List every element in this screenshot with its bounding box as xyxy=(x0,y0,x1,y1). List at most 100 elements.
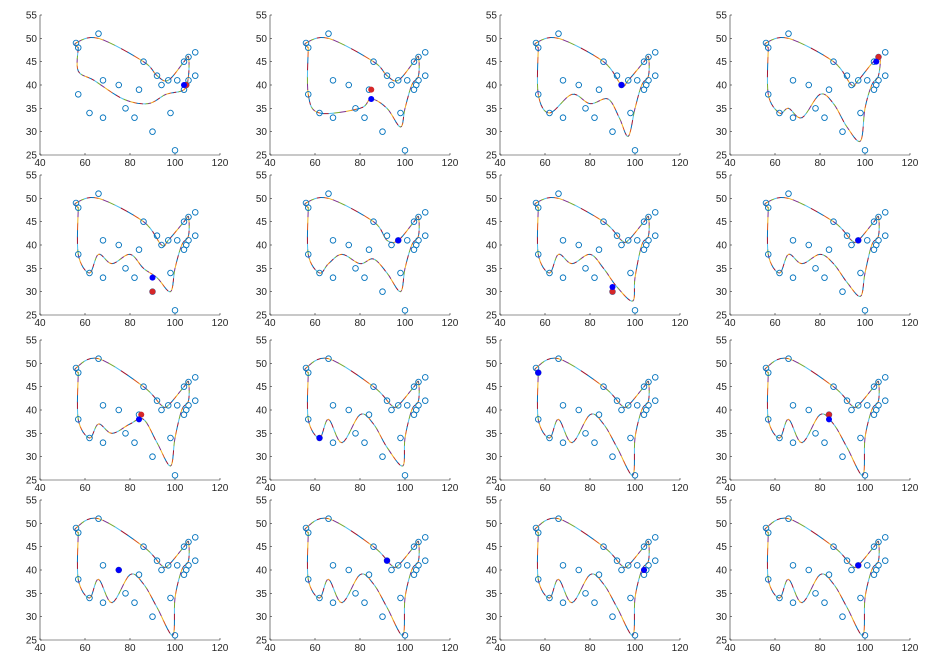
route-segment xyxy=(392,456,397,461)
route-segment xyxy=(562,426,566,433)
city-marker xyxy=(388,566,395,574)
route-segment xyxy=(638,574,641,580)
x-tick-label: 40 xyxy=(34,483,46,494)
y-tick-label: 35 xyxy=(486,589,498,600)
route-segment xyxy=(160,449,163,455)
city-marker xyxy=(140,58,147,65)
route-segment xyxy=(865,585,868,591)
route-segment xyxy=(559,100,564,105)
route-segment xyxy=(578,429,582,435)
route-segment xyxy=(616,446,620,452)
route-segment xyxy=(639,412,642,416)
route-segment xyxy=(865,429,867,435)
city-marker xyxy=(415,237,422,244)
route-segment xyxy=(99,580,102,584)
route-segment xyxy=(329,580,332,584)
x-tick-label: 120 xyxy=(442,318,459,329)
city-marker xyxy=(575,406,583,414)
city-marker xyxy=(422,534,429,541)
city-marker xyxy=(652,557,659,564)
route-segment xyxy=(343,597,347,602)
subplot-1: 40 60 80 100 120 25 30 35 40 45 50 55 xyxy=(26,11,229,170)
route-segment xyxy=(541,264,544,269)
candidate-point xyxy=(826,411,832,418)
x-tick-label: 60 xyxy=(79,158,91,169)
x-tick-label: 100 xyxy=(627,158,644,169)
route-segment xyxy=(350,424,354,431)
route-segment xyxy=(328,197,334,201)
route-segment xyxy=(631,120,634,126)
city-marker xyxy=(645,213,652,221)
route-segment xyxy=(815,576,819,581)
city-marker xyxy=(582,265,589,272)
route-segment xyxy=(855,624,859,630)
route-segment xyxy=(863,555,867,560)
city-marker xyxy=(631,632,639,639)
city-marker xyxy=(191,397,199,404)
route-segment xyxy=(374,585,378,590)
route-segment xyxy=(120,530,129,536)
city-marker xyxy=(191,209,199,216)
route-segment xyxy=(377,431,381,436)
route-segment xyxy=(161,453,165,459)
route-segment xyxy=(541,429,544,434)
route-path xyxy=(74,517,190,636)
route-segment xyxy=(311,360,315,364)
city-marker xyxy=(388,241,395,249)
route-segment xyxy=(632,111,635,117)
city-marker xyxy=(618,566,625,574)
route-segment xyxy=(322,587,325,593)
city-marker xyxy=(305,576,312,583)
route-segment xyxy=(177,252,180,257)
current-point xyxy=(136,416,142,423)
route-segment xyxy=(115,94,121,98)
route-segment xyxy=(162,619,167,626)
x-tick-label: 120 xyxy=(672,318,689,329)
route-segment xyxy=(844,74,848,79)
y-tick-label: 50 xyxy=(716,34,728,45)
city-marker xyxy=(627,109,634,117)
route-segment xyxy=(868,414,871,420)
route-segment xyxy=(546,37,552,39)
city-marker xyxy=(131,439,138,446)
route-segment xyxy=(593,378,600,384)
route-segment xyxy=(348,429,352,435)
city-marker xyxy=(191,72,199,79)
x-tick-label: 60 xyxy=(539,158,551,169)
route-segment xyxy=(634,433,637,439)
y-tick-label: 50 xyxy=(486,194,498,205)
route-segment xyxy=(373,61,378,65)
route-segment xyxy=(568,41,576,46)
route-segment xyxy=(625,464,629,470)
x-tick-label: 80 xyxy=(124,483,136,494)
city-marker xyxy=(864,562,871,569)
route-segment xyxy=(803,437,807,442)
city-marker xyxy=(316,594,323,602)
city-marker xyxy=(830,383,837,390)
route-segment xyxy=(93,357,99,360)
x-tick-label: 80 xyxy=(354,483,366,494)
route-segment xyxy=(363,55,370,60)
route-segment xyxy=(149,428,153,434)
y-tick-label: 25 xyxy=(486,311,498,322)
city-marker xyxy=(140,383,147,390)
route-segment xyxy=(332,586,336,593)
y-tick-label: 30 xyxy=(256,452,268,463)
y-tick-label: 50 xyxy=(256,194,268,205)
city-marker xyxy=(776,269,783,277)
route-segment xyxy=(842,229,846,233)
x-tick-label: 80 xyxy=(124,318,136,329)
route-segment xyxy=(606,549,611,553)
route-segment xyxy=(388,274,392,279)
route-segment xyxy=(378,226,382,231)
city-marker xyxy=(559,77,567,84)
route-segment xyxy=(565,95,570,99)
city-marker xyxy=(535,91,542,98)
route-segment xyxy=(567,598,571,603)
route-segment xyxy=(156,442,160,447)
route-segment xyxy=(798,41,806,46)
route-segment xyxy=(768,422,771,428)
route-segment xyxy=(133,378,140,384)
route-segment xyxy=(630,124,633,130)
route-segment xyxy=(373,546,378,551)
